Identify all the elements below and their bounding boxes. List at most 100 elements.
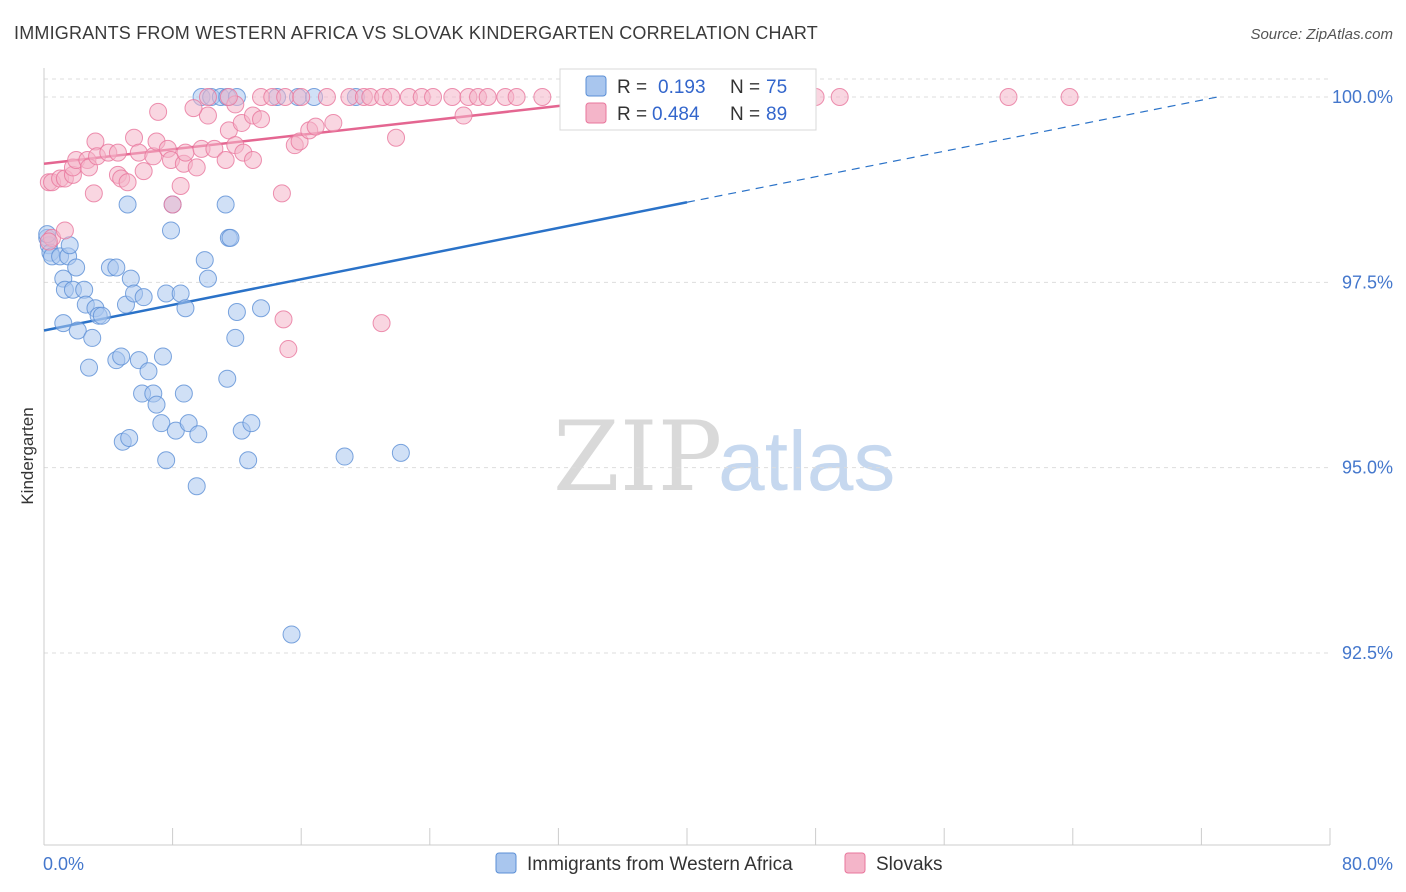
point-slovaks (1060, 88, 1079, 106)
y-axis-label: Kindergarten (18, 407, 37, 504)
point-western-africa (242, 414, 261, 433)
y-tick-label: 100.0% (1332, 87, 1393, 107)
point-slovaks (382, 88, 401, 106)
point-slovaks (424, 88, 443, 106)
point-western-africa (134, 288, 153, 307)
point-western-africa (176, 299, 195, 318)
point-slovaks (171, 176, 190, 195)
point-slovaks (306, 117, 325, 136)
point-slovaks (272, 184, 291, 203)
point-western-africa (112, 347, 131, 366)
point-slovaks (533, 88, 552, 106)
point-slovaks (108, 143, 127, 162)
x-tick-label-max: 80.0% (1342, 854, 1393, 874)
point-slovaks (219, 88, 238, 106)
point-slovaks (292, 88, 311, 106)
point-slovaks (317, 88, 336, 106)
point-western-africa (195, 251, 214, 270)
point-western-africa (67, 258, 86, 277)
point-slovaks (243, 151, 262, 170)
point-slovaks (507, 88, 526, 106)
bottom-legend-swatch-blue (495, 852, 517, 874)
x-tick-label-min: 0.0% (43, 854, 84, 874)
point-western-africa (107, 258, 126, 277)
point-western-africa (153, 347, 172, 366)
point-western-africa (120, 429, 139, 448)
point-slovaks (118, 173, 137, 192)
point-western-africa (80, 358, 99, 377)
point-western-africa (216, 195, 235, 214)
point-slovaks (372, 314, 391, 333)
source-label: Source: ZipAtlas.com (1250, 26, 1393, 43)
point-slovaks (276, 88, 295, 106)
y-tick-label: 95.0% (1342, 458, 1393, 478)
point-slovaks (205, 139, 224, 158)
point-western-africa (139, 362, 158, 381)
legend-swatch-blue (585, 75, 607, 97)
point-slovaks (39, 232, 58, 251)
point-western-africa (161, 221, 180, 240)
chart-title: IMMIGRANTS FROM WESTERN AFRICA VS SLOVAK… (14, 23, 818, 43)
point-western-africa (198, 269, 217, 288)
point-western-africa (147, 395, 166, 414)
point-western-africa (221, 228, 240, 247)
point-western-africa (118, 195, 137, 214)
point-slovaks (454, 106, 473, 125)
point-western-africa (226, 328, 245, 347)
point-slovaks (134, 162, 153, 181)
point-western-africa (83, 328, 102, 347)
point-slovaks (84, 184, 103, 203)
watermark-atlas: atlas (718, 414, 895, 508)
point-slovaks (279, 340, 298, 359)
point-western-africa (391, 443, 410, 462)
legend-r-value-1: 0.193 (658, 77, 706, 98)
point-western-africa (121, 269, 140, 288)
point-slovaks (252, 110, 271, 129)
point-western-africa (252, 299, 271, 318)
bottom-legend-label-blue: Immigrants from Western Africa (527, 854, 793, 875)
point-western-africa (218, 369, 237, 388)
point-slovaks (198, 106, 217, 125)
watermark-zip: ZIP (553, 401, 722, 513)
legend-n-value-1: 75 (766, 77, 787, 98)
trend-line-western-africa (43, 201, 688, 332)
y-tick-labels: 92.5% 95.0% 97.5% 100.0% (1332, 87, 1393, 663)
point-western-africa (187, 477, 206, 496)
bottom-legend: Immigrants from Western Africa Slovaks (495, 852, 943, 875)
legend-swatch-pink (585, 102, 607, 124)
point-western-africa (189, 425, 208, 444)
point-slovaks (55, 221, 74, 240)
point-western-africa (54, 314, 73, 333)
legend-r-label-1: R = (617, 77, 647, 98)
point-slovaks (387, 128, 406, 147)
legend-n-value-2: 89 (766, 104, 787, 125)
point-western-africa (92, 306, 111, 325)
point-slovaks (274, 310, 293, 329)
point-western-africa (174, 384, 193, 403)
point-slovaks (149, 102, 168, 121)
legend-n-label-2: N = (730, 104, 760, 125)
point-slovaks (176, 143, 195, 162)
point-western-africa (75, 280, 94, 299)
legend-n-label-1: N = (730, 77, 760, 98)
point-slovaks (216, 151, 235, 170)
point-slovaks (163, 195, 182, 214)
point-slovaks (830, 88, 849, 106)
y-tick-label: 97.5% (1342, 272, 1393, 292)
bottom-legend-swatch-pink (844, 852, 866, 874)
axes (43, 68, 1331, 846)
gridlines (44, 78, 1330, 654)
point-slovaks (198, 88, 217, 106)
point-western-africa (335, 447, 354, 466)
point-western-africa (282, 625, 301, 644)
y-tick-label: 92.5% (1342, 643, 1393, 663)
point-slovaks (999, 88, 1018, 106)
scatter-points (38, 88, 1079, 644)
legend-r-label-2: R = (617, 104, 647, 125)
point-western-africa (157, 451, 176, 470)
point-western-africa (152, 414, 171, 433)
point-western-africa (68, 321, 87, 340)
point-slovaks (187, 158, 206, 177)
point-western-africa (239, 451, 258, 470)
